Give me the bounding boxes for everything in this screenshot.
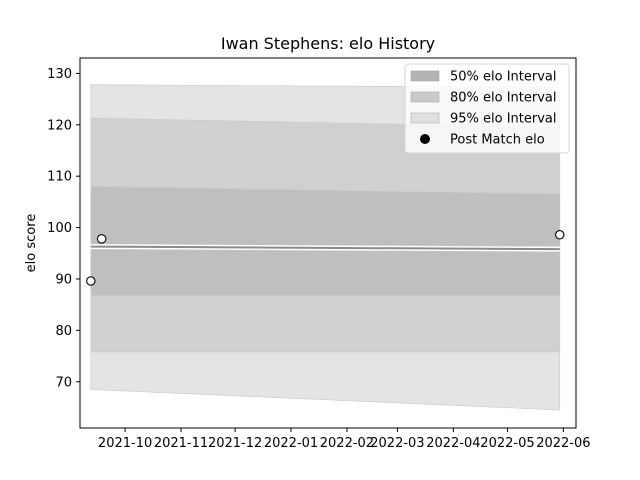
x-tick-label: 2022-05	[480, 436, 534, 451]
x-tick-label: 2022-02	[320, 436, 374, 451]
y-tick-label: 110	[47, 170, 72, 185]
y-axis: 70 80 90 100 110 120 130	[47, 67, 80, 390]
legend-box	[404, 63, 570, 154]
x-tick-label: 2022-01	[264, 436, 318, 451]
x-tick-label: 2022-03	[370, 436, 424, 451]
x-tick-label: 2022-04	[426, 436, 480, 451]
legend-label: 80% elo Interval	[450, 91, 557, 106]
y-tick-label: 100	[47, 221, 72, 236]
post-match-points	[86, 230, 565, 286]
y-tick-label: 80	[55, 324, 72, 339]
x-axis: 2021-10 2021-11 2021-12 2022-01 2022-022022-…	[98, 428, 591, 451]
y-axis-label: elo score	[24, 214, 39, 273]
legend-swatch	[410, 112, 440, 124]
legend-marker	[420, 134, 430, 144]
y-tick-label: 130	[47, 67, 72, 82]
post-match-point	[86, 276, 96, 286]
chart-title: Iwan Stephens: elo History	[221, 34, 435, 53]
legend-label: 95% elo Interval	[450, 112, 557, 127]
x-tick-label: 2022-06	[536, 436, 590, 451]
legend-label: Post Match elo	[450, 133, 545, 148]
post-match-point	[96, 234, 107, 244]
x-tick-label: 2021-10	[98, 436, 152, 451]
plot-frame	[79, 57, 577, 429]
legend-label: 50% elo Interval	[450, 70, 557, 85]
post-match-point	[555, 230, 565, 240]
interval-band-3	[90, 186, 561, 296]
y-tick-label: 90	[55, 272, 72, 287]
y-tick-label: 70	[55, 375, 72, 390]
mean-line-core	[90, 245, 560, 251]
x-tick-label: 2021-12	[208, 436, 262, 451]
x-tick-label: 2021-11	[154, 436, 208, 451]
legend: 50% elo Interval 80% elo Interval 95% elo …	[404, 63, 570, 154]
legend-swatch	[410, 91, 440, 103]
mean-line	[90, 244, 560, 252]
y-tick-label: 120	[47, 118, 72, 133]
legend-swatch	[410, 70, 440, 82]
